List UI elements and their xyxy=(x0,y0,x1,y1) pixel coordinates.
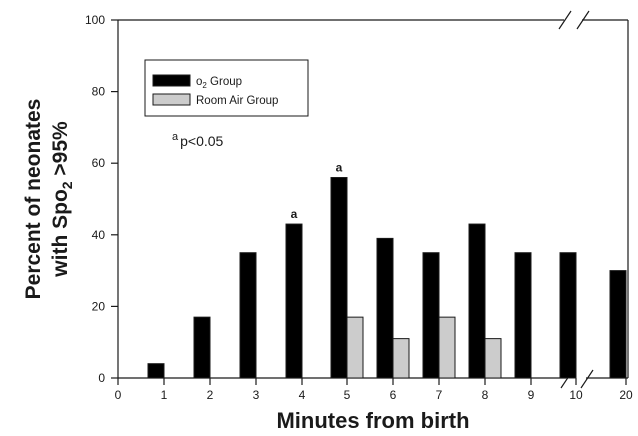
x-tick-label: 5 xyxy=(344,388,351,402)
y-tick-label: 0 xyxy=(98,371,105,385)
bar-o2-group xyxy=(330,177,348,379)
y-axis-ticks: 0 20 40 60 80 100 xyxy=(85,13,118,385)
x-tick-label: 4 xyxy=(299,388,306,402)
bar-room-air-group xyxy=(484,338,502,379)
legend-swatch-room-air-group xyxy=(152,93,191,106)
x-tick-label: 6 xyxy=(390,388,397,402)
x-tick-label: 9 xyxy=(528,388,535,402)
y-axis-title: Percent of neonates with Spo2 >95% xyxy=(22,99,75,300)
bar-o2-group xyxy=(147,363,165,379)
footnote-annotation: a p<0.05 xyxy=(172,131,224,149)
footnote-text: p<0.05 xyxy=(180,133,223,149)
bar-o2-group xyxy=(559,252,577,379)
y-tick-label: 20 xyxy=(92,299,106,313)
x-tick-label: 7 xyxy=(436,388,443,402)
legend-swatch-o2-group xyxy=(152,74,191,87)
bar-o2-group xyxy=(609,270,627,379)
legend-label-o2-subscript: 2 xyxy=(202,81,207,90)
y-axis-title-line2-prefix: with Spo xyxy=(49,189,72,278)
x-axis-ticks: 0 1 2 3 4 5 6 7 8 9 10 20 xyxy=(115,378,633,402)
bar-o2-group xyxy=(239,252,257,379)
x-tick-label: 1 xyxy=(161,388,168,402)
bar-room-air-group xyxy=(392,338,410,379)
y-tick-label: 40 xyxy=(92,228,106,242)
bar-o2-group xyxy=(514,252,532,379)
footnote-superscript: a xyxy=(172,131,179,143)
bar-marks xyxy=(147,177,627,379)
bar-room-air-group xyxy=(438,316,456,379)
x-tick-label: 0 xyxy=(115,388,122,402)
y-tick-label: 80 xyxy=(92,85,106,99)
significance-marks: aa xyxy=(291,161,343,222)
y-axis-title-line2-suffix: >95% xyxy=(49,121,72,181)
bottom-break-mark-2 xyxy=(580,369,594,389)
top-break-mark-2 xyxy=(576,10,590,30)
bar-room-air-group xyxy=(346,316,364,379)
legend-box xyxy=(144,59,309,117)
x-tick-label: 10 xyxy=(569,388,583,402)
legend: o2 Group Room Air Group xyxy=(144,59,309,117)
bar-o2-group xyxy=(376,237,394,379)
y-tick-label: 60 xyxy=(92,156,106,170)
y-axis-title-line2: with Spo2 >95% xyxy=(49,121,75,278)
bar-o2-group xyxy=(422,252,440,379)
bar-o2-group xyxy=(468,223,486,379)
bar-o2-group xyxy=(285,223,303,379)
legend-label-room-air-group: Room Air Group xyxy=(196,95,278,107)
x-tick-label: 20 xyxy=(619,388,633,402)
top-break-mark-1 xyxy=(558,10,572,30)
legend-label-o2-suffix: Group xyxy=(207,76,242,88)
y-tick-label: 100 xyxy=(85,13,105,27)
x-tick-label: 8 xyxy=(482,388,489,402)
bar-o2-group xyxy=(193,316,211,379)
x-tick-label: 2 xyxy=(207,388,214,402)
legend-label-o2-group: o2 Group xyxy=(196,76,242,90)
significance-mark: a xyxy=(291,207,298,221)
legend-label-o2-prefix: o xyxy=(196,76,202,88)
x-axis-title: Minutes from birth xyxy=(276,408,469,433)
significance-mark: a xyxy=(336,161,343,175)
y-axis-title-line1: Percent of neonates xyxy=(22,99,45,300)
x-tick-label: 3 xyxy=(253,388,260,402)
y-axis-title-line2-subscript: 2 xyxy=(59,181,75,189)
